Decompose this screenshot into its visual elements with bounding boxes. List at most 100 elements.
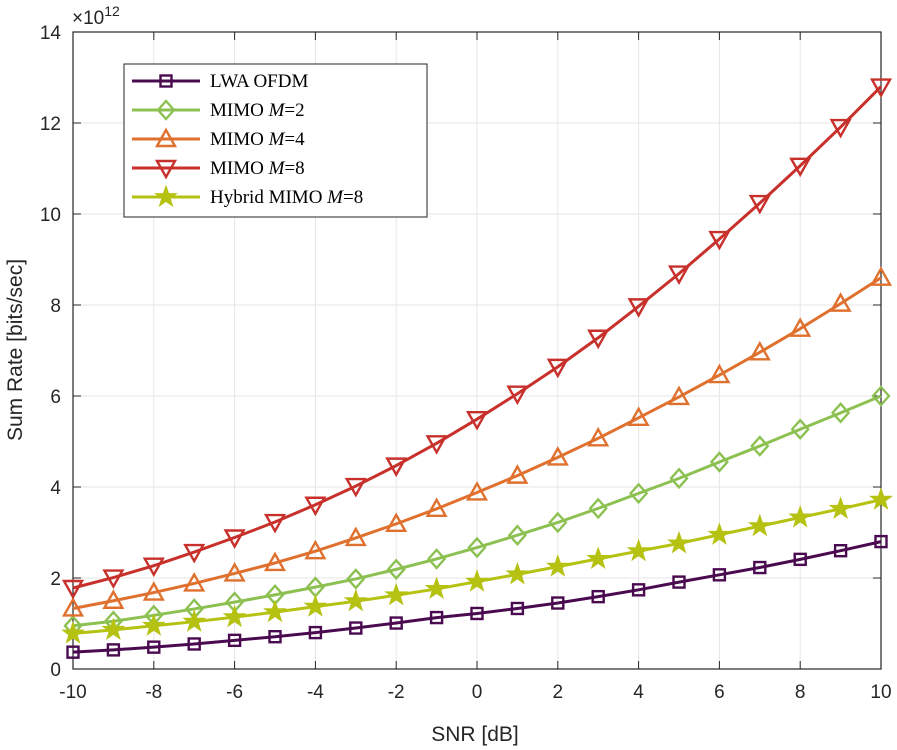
data-point-mimo-m-8 <box>587 329 610 350</box>
x-tick-label: -4 <box>307 682 324 703</box>
data-point-mimo-m-4 <box>223 562 246 582</box>
x-tick-label: 0 <box>472 682 483 703</box>
x-tick-label: -2 <box>388 682 405 703</box>
data-point-hybrid-mimo-m-8 <box>707 522 732 545</box>
data-point-mimo-m-4 <box>465 481 489 501</box>
x-tick-label: -6 <box>226 682 243 703</box>
y-tick-label: 0 <box>50 660 61 681</box>
data-point-lwa-ofdm <box>187 637 201 651</box>
data-point-mimo-m-4 <box>627 406 650 427</box>
legend-marker <box>154 159 178 180</box>
data-point-mimo-m-8 <box>183 543 206 564</box>
data-point-mimo-m-8 <box>506 385 529 406</box>
data-point-hybrid-mimo-m-8 <box>343 588 368 612</box>
data-point-mimo-m-8 <box>385 457 408 478</box>
legend-label-prefix: Hybrid MIMO <box>210 187 327 208</box>
legend-label: LWA OFDM <box>210 71 308 92</box>
data-point-hybrid-mimo-m-8 <box>303 594 328 617</box>
data-point-lwa-ofdm <box>753 560 767 575</box>
data-point-hybrid-mimo-m-8 <box>869 487 893 510</box>
series-line-lwa-ofdm <box>72 540 882 654</box>
data-point-mimo-m-2 <box>346 568 366 590</box>
plot-series <box>61 78 893 659</box>
legend-entry-mimo-m-4: MIMO M=4 <box>132 127 305 150</box>
legend-marker <box>159 74 173 88</box>
data-point-mimo-m-8 <box>61 579 85 600</box>
data-point-hybrid-mimo-m-8 <box>545 554 570 577</box>
data-point-mimo-m-8 <box>627 298 650 318</box>
data-point-mimo-m-4 <box>425 497 448 518</box>
series-mimo-m-8 <box>61 78 893 600</box>
data-point-mimo-m-8 <box>667 265 691 286</box>
data-point-mimo-m-2 <box>750 435 770 457</box>
data-point-lwa-ofdm <box>793 552 807 567</box>
y-exponent-power: 12 <box>104 3 120 19</box>
legend-label: MIMO M=2 <box>210 100 305 121</box>
data-point-mimo-m-4 <box>587 426 610 447</box>
data-point-mimo-m-2 <box>426 548 447 570</box>
data-point-mimo-m-2 <box>507 524 528 547</box>
data-point-mimo-m-4 <box>142 581 165 601</box>
data-point-mimo-m-4 <box>708 363 731 384</box>
y-tick-label: 4 <box>50 478 61 499</box>
x-tick-label: 10 <box>870 682 891 703</box>
y-tick-label: 12 <box>40 114 61 135</box>
data-point-hybrid-mimo-m-8 <box>747 513 772 537</box>
legend-label: Hybrid MIMO M=8 <box>210 187 363 208</box>
data-point-lwa-ofdm <box>591 589 605 604</box>
series-mimo-m-4 <box>61 266 893 617</box>
axes: -10 -8 -6 -4 -2 0 2 4 6 8 10 0 2 4 6 8 10 12 14 <box>40 23 892 703</box>
data-point-lwa-ofdm <box>631 583 646 597</box>
legend-label-prefix: MIMO <box>210 129 269 150</box>
data-point-lwa-ofdm <box>833 544 848 558</box>
data-point-lwa-ofdm <box>712 568 727 582</box>
data-point-hybrid-mimo-m-8 <box>424 576 449 600</box>
legend-label: MIMO M=8 <box>210 158 305 179</box>
series-line-mimo-m-4 <box>72 276 882 610</box>
data-point-mimo-m-4 <box>344 526 367 547</box>
data-point-lwa-ofdm <box>147 640 161 654</box>
data-point-hybrid-mimo-m-8 <box>828 496 853 519</box>
data-point-mimo-m-2 <box>790 418 810 441</box>
legend-label-variable: M <box>268 129 286 150</box>
data-point-hybrid-mimo-m-8 <box>222 604 247 628</box>
x-tick-label: 4 <box>633 682 644 703</box>
legend-entry-hybrid-mimo-m-8: Hybrid MIMO M=8 <box>132 184 363 208</box>
data-point-mimo-m-8 <box>748 194 771 215</box>
data-point-hybrid-mimo-m-8 <box>141 613 166 636</box>
legend-entry-lwa-ofdm: LWA OFDM <box>132 71 308 92</box>
data-point-mimo-m-8 <box>425 435 448 455</box>
data-point-lwa-ofdm <box>470 606 484 621</box>
x-tick-label: 6 <box>714 682 725 703</box>
data-point-mimo-m-4 <box>546 445 569 466</box>
y-tick-label: 6 <box>50 387 61 408</box>
y-exponent-label: ×1012 <box>72 3 120 29</box>
data-point-mimo-m-8 <box>465 411 489 431</box>
legend-label-suffix: =4 <box>284 129 305 150</box>
axis-labels: SNR [dB] Sum Rate [bits/sec] ×1012 <box>4 3 519 746</box>
data-point-mimo-m-4 <box>869 266 893 286</box>
data-point-hybrid-mimo-m-8 <box>505 561 530 585</box>
data-point-mimo-m-4 <box>829 292 852 312</box>
legend-label-prefix: MIMO <box>210 100 269 121</box>
data-point-mimo-m-4 <box>506 464 529 484</box>
data-point-mimo-m-4 <box>263 551 287 572</box>
legend-label-suffix: =8 <box>343 187 363 208</box>
data-point-lwa-ofdm <box>672 575 686 589</box>
legend-label-variable: M <box>268 158 286 179</box>
data-point-mimo-m-2 <box>548 511 568 534</box>
data-point-hybrid-mimo-m-8 <box>263 599 287 623</box>
data-point-mimo-m-8 <box>263 513 287 534</box>
data-point-hybrid-mimo-m-8 <box>182 609 207 632</box>
data-point-hybrid-mimo-m-8 <box>788 504 813 528</box>
data-point-lwa-ofdm <box>349 621 363 635</box>
data-point-mimo-m-8 <box>789 157 812 178</box>
data-point-mimo-m-2 <box>628 482 649 505</box>
legend-label-variable: M <box>268 100 286 121</box>
data-point-mimo-m-2 <box>669 467 689 490</box>
data-point-mimo-m-8 <box>142 557 165 578</box>
y-axis-label: Sum Rate [bits/sec] <box>4 259 27 441</box>
data-point-hybrid-mimo-m-8 <box>384 582 409 606</box>
